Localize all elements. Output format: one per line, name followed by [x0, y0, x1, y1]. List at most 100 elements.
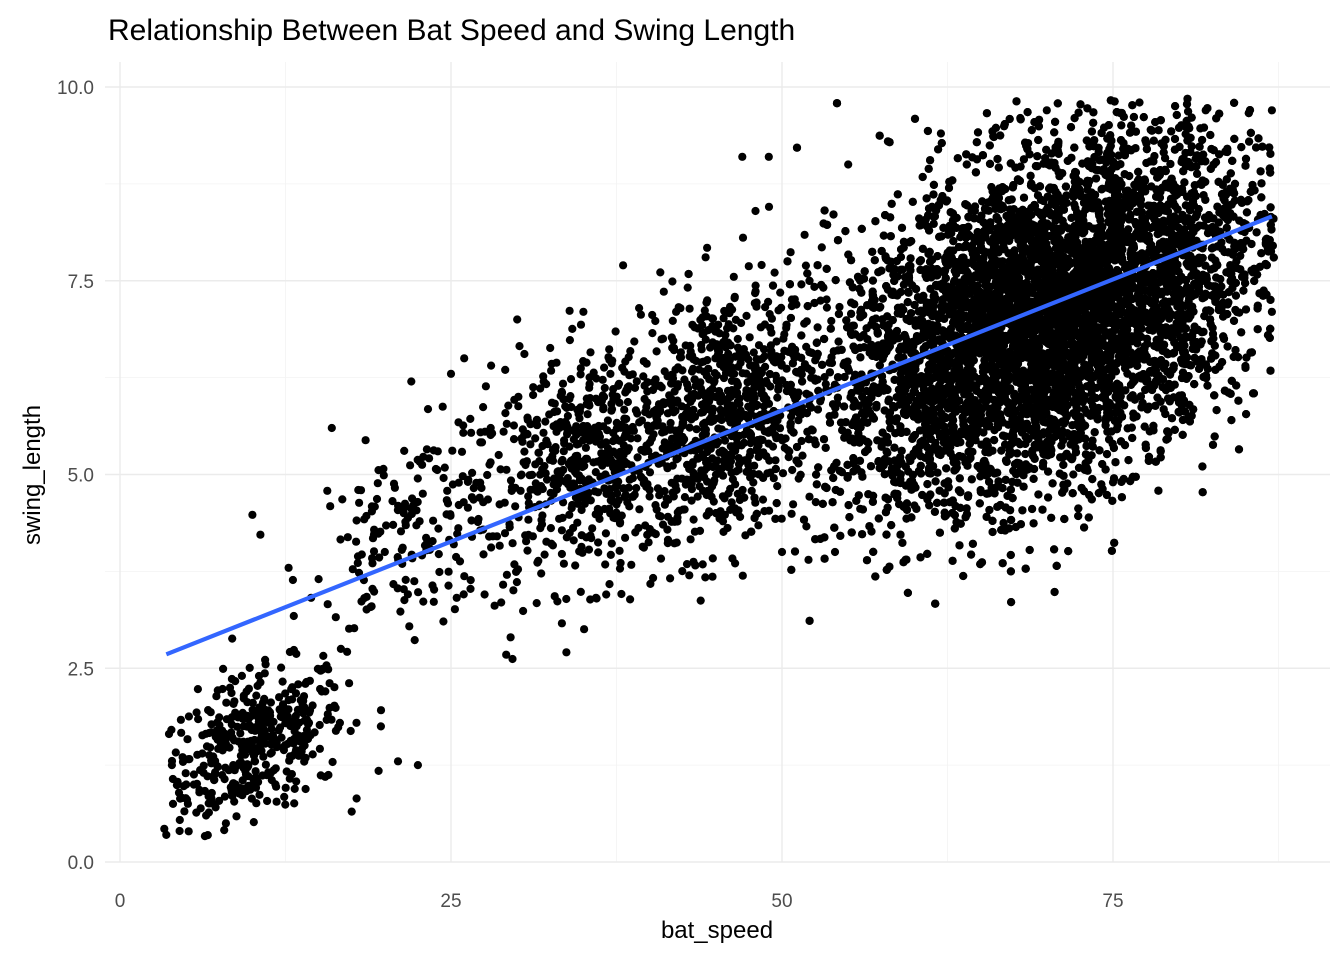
data-point: [718, 471, 728, 480]
data-point: [605, 345, 614, 354]
data-point: [701, 573, 710, 582]
data-point: [621, 533, 630, 542]
data-point: [336, 535, 345, 544]
data-point: [348, 565, 357, 574]
data-point: [245, 663, 254, 673]
data-point: [575, 414, 584, 423]
data-point: [573, 451, 582, 460]
data-point: [609, 428, 618, 438]
data-point: [579, 357, 588, 366]
data-point: [412, 521, 421, 530]
data-point: [289, 611, 298, 621]
data-point: [214, 744, 223, 753]
data-point: [294, 680, 303, 689]
data-point: [665, 391, 674, 400]
data-point: [618, 363, 627, 372]
data-point: [657, 400, 667, 409]
data-point: [702, 458, 711, 467]
data-point: [577, 542, 586, 551]
data-point: [534, 448, 543, 457]
data-point: [635, 505, 644, 514]
data-point: [560, 436, 569, 445]
data-point: [581, 443, 591, 452]
data-point: [338, 495, 347, 504]
data-point: [501, 409, 510, 418]
data-point: [598, 375, 607, 384]
data-point: [173, 777, 182, 786]
data-point: [528, 532, 538, 541]
data-point: [562, 594, 571, 604]
data-point: [422, 445, 431, 454]
data-point: [706, 444, 715, 453]
data-point: [557, 457, 566, 466]
data-point: [694, 391, 703, 400]
data-point: [443, 499, 453, 508]
data-point: [561, 422, 570, 432]
data-point: [615, 546, 624, 555]
data-point: [606, 550, 615, 560]
data-point: [630, 337, 639, 346]
data-point: [372, 494, 382, 504]
data-point: [822, 303, 832, 312]
data-point: [686, 397, 695, 406]
data-point: [537, 482, 546, 491]
data-point: [622, 414, 631, 424]
data-point: [636, 310, 646, 319]
data-point: [379, 464, 388, 473]
data-point: [813, 323, 822, 332]
data-point: [201, 729, 210, 738]
data-point: [278, 743, 287, 752]
data-point: [557, 387, 566, 396]
data-point: [689, 468, 698, 477]
data-point: [526, 420, 535, 429]
data-point: [668, 371, 677, 380]
data-point: [492, 532, 502, 541]
data-point: [281, 800, 290, 809]
data-point: [540, 550, 549, 559]
data-point: [637, 416, 647, 425]
data-point: [401, 517, 410, 527]
data-point: [705, 486, 714, 495]
data-point: [514, 402, 523, 411]
data-point: [204, 792, 213, 801]
data-point: [258, 698, 268, 707]
data-point: [295, 737, 304, 746]
data-point: [210, 770, 219, 779]
data-point: [466, 576, 475, 585]
data-point: [747, 486, 756, 495]
data-point: [645, 492, 654, 501]
data-point: [379, 471, 388, 480]
data-point: [732, 467, 741, 476]
data-point: [709, 497, 718, 506]
data-point: [211, 732, 220, 742]
data-point: [323, 486, 332, 495]
data-point: [400, 446, 409, 455]
data-point: [599, 403, 608, 412]
data-point: [777, 514, 786, 523]
data-point: [614, 496, 623, 505]
data-point: [181, 769, 190, 778]
data-point: [252, 691, 261, 700]
data-point: [785, 447, 794, 456]
data-point: [667, 379, 676, 388]
data-point: [687, 485, 697, 494]
data-point: [692, 425, 701, 434]
data-point: [666, 418, 675, 428]
data-point: [754, 341, 764, 350]
data-point: [232, 762, 241, 771]
data-point: [655, 491, 664, 500]
data-point: [557, 619, 567, 628]
data-point: [688, 458, 698, 467]
data-point: [499, 427, 508, 436]
data-point: [674, 434, 683, 443]
data-point: [531, 434, 540, 443]
data-point: [729, 324, 738, 333]
data-point: [184, 827, 193, 836]
data-point: [562, 648, 571, 657]
data-point: [800, 230, 809, 239]
data-point: [697, 345, 706, 354]
data-point: [567, 504, 576, 513]
data-point: [352, 516, 361, 525]
data-point: [656, 554, 666, 563]
data-point: [513, 565, 523, 574]
